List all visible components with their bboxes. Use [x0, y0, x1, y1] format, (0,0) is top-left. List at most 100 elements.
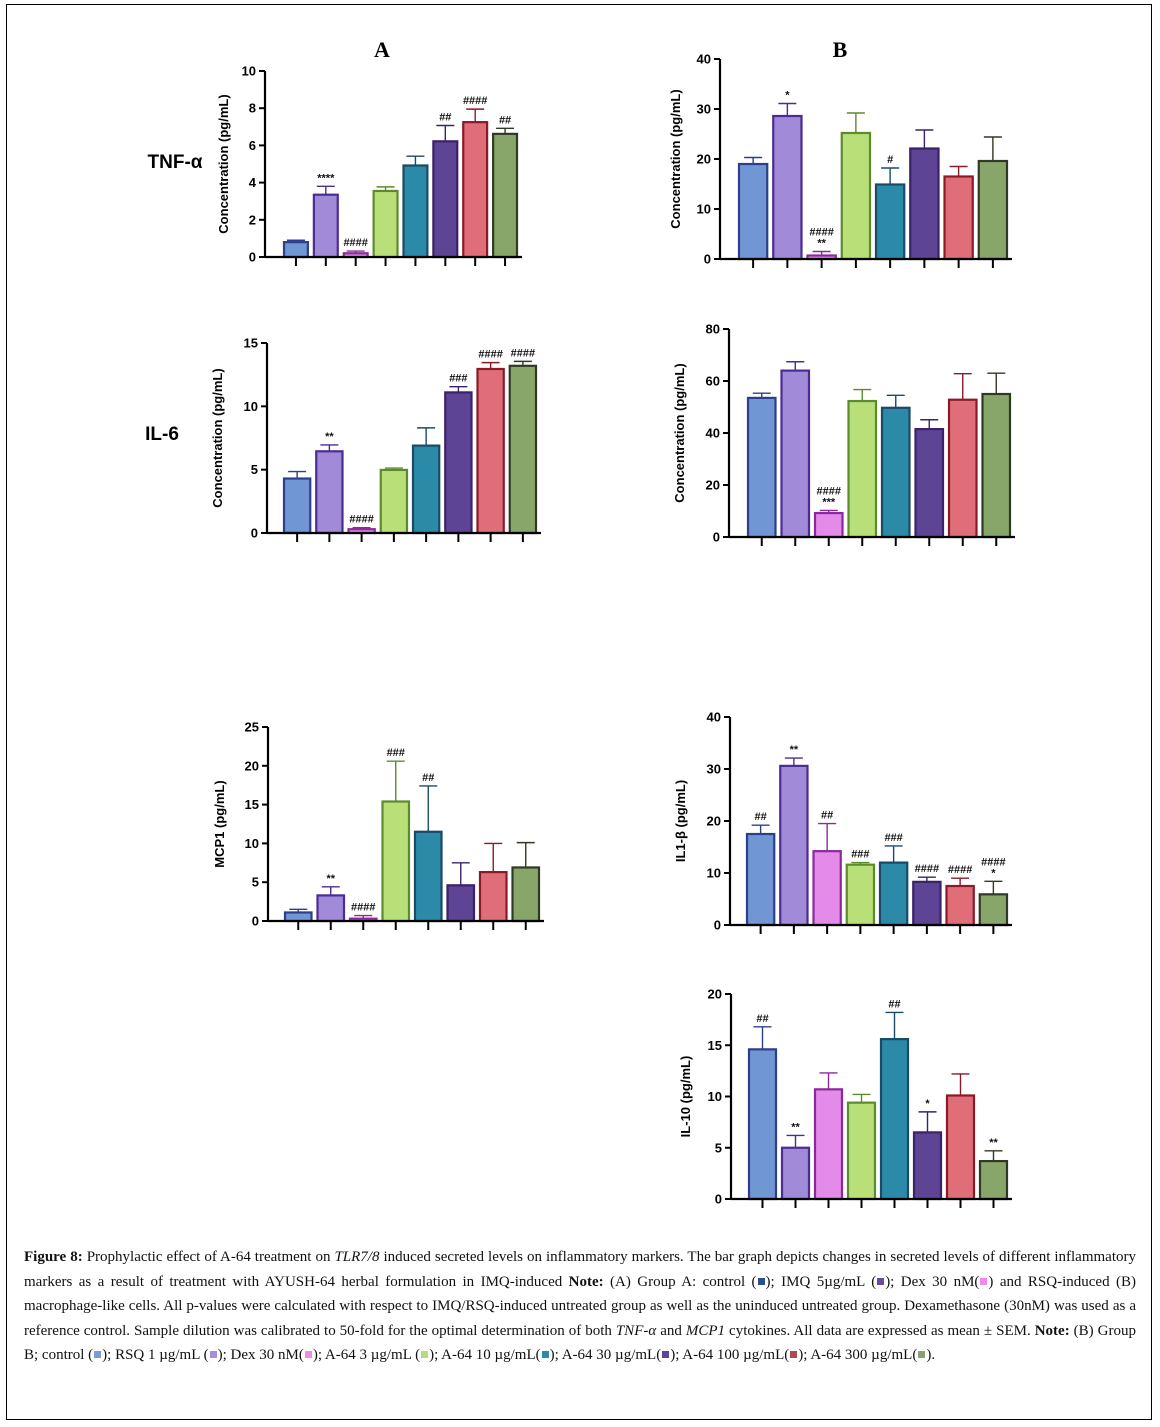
significance-label: ####: [817, 485, 841, 497]
significance-label: ####: [809, 227, 833, 239]
bar-2: [312, 193, 339, 259]
y-tick-label: 15: [245, 797, 259, 812]
significance-label: ##: [422, 772, 434, 784]
significance-label: ##: [499, 114, 511, 126]
y-tick-label: 20: [697, 152, 711, 167]
significance-label: ###: [449, 373, 467, 385]
bar-4: [845, 863, 876, 927]
y-axis-title: Concentration (pg/mL): [210, 368, 225, 507]
legend-swatch: [877, 1277, 885, 1285]
y-axis-title: IL1-β (pg/mL): [673, 780, 688, 862]
bar-8: [508, 364, 538, 535]
bar-5: [878, 861, 909, 927]
bar-2: [772, 114, 803, 261]
bar-4: [846, 1101, 877, 1201]
y-tick-label: 5: [252, 875, 259, 890]
bar-1: [745, 832, 776, 927]
y-tick-label: 25: [245, 720, 259, 735]
bar-8: [978, 1159, 1009, 1201]
bar-2: [316, 894, 346, 923]
figure-frame: [6, 4, 1152, 1420]
y-tick-label: 20: [707, 814, 721, 829]
bar-6: [446, 884, 476, 923]
bar-4: [847, 399, 878, 539]
bar-3: [813, 1088, 844, 1201]
y-axis-title: MCP1 (pg/mL): [212, 780, 227, 867]
y-tick-label: 0: [252, 914, 259, 929]
significance-label: **: [325, 431, 334, 443]
significance-label: **: [791, 1121, 800, 1133]
y-tick-label: 10: [242, 64, 256, 79]
chart-il6-groupB: ####*** 0 20 40 60 80 Concentration (pg/mL): [672, 322, 1015, 546]
bar-5: [411, 444, 441, 535]
legend-swatch: [662, 1351, 670, 1358]
y-tick-label: 0: [251, 526, 258, 541]
legend-swatch: [790, 1351, 798, 1358]
panel-letter-b: B: [833, 37, 848, 62]
y-tick-label: 0: [715, 1192, 722, 1207]
significance-label: *: [991, 867, 996, 879]
y-tick-label: 10: [697, 202, 711, 217]
y-axis-title: Concentration (pg/mL): [668, 89, 683, 228]
significance-label: ###: [387, 747, 405, 759]
significance-label: #: [887, 154, 893, 166]
significance-label: ##: [439, 111, 451, 123]
bar-7: [478, 871, 508, 923]
bar-1: [737, 162, 769, 261]
bar-3: [813, 511, 844, 539]
y-tick-label: 20: [708, 987, 722, 1002]
chart-il1b-groupB: ##**############ ########*010203040IL1-β …: [673, 710, 1012, 934]
y-tick-label: 80: [706, 322, 720, 337]
significance-label: *: [925, 1098, 930, 1110]
legend-swatch: [94, 1351, 102, 1358]
figure-charts: A B TNF-α IL-6 ****############0246810Co…: [145, 37, 1015, 1208]
legend-swatch: [209, 1351, 217, 1358]
bar-1: [282, 241, 309, 259]
significance-label: ####: [478, 349, 502, 361]
significance-label: ####: [463, 95, 487, 107]
significance-label: ##: [756, 1013, 768, 1025]
bar-6: [909, 147, 940, 261]
bar-3: [812, 850, 842, 927]
significance-label: ####: [351, 902, 375, 914]
bar-7: [947, 398, 978, 539]
legend-swatch: [980, 1277, 988, 1285]
row-label-il6: IL-6: [145, 424, 179, 445]
caption-label: Figure 8:: [24, 1249, 83, 1265]
y-tick-label: 30: [697, 102, 711, 117]
bar-8: [492, 132, 519, 259]
legend-swatch: [304, 1351, 312, 1358]
bar-2: [315, 450, 344, 535]
bar-8: [511, 866, 541, 923]
y-tick-label: 0: [714, 918, 721, 933]
y-tick-label: 40: [707, 710, 721, 725]
y-tick-label: 10: [707, 866, 721, 881]
bar-4: [372, 189, 399, 259]
y-axis-title: IL-10 (pg/mL): [678, 1056, 693, 1138]
y-tick-label: 4: [249, 175, 257, 190]
y-tick-label: 2: [249, 212, 256, 227]
bar-5: [413, 830, 443, 923]
bar-8: [981, 392, 1012, 539]
bar-7: [476, 367, 505, 535]
bar-7: [945, 884, 975, 927]
significance-label: ###: [851, 849, 869, 861]
bar-6: [444, 391, 473, 535]
significance-label: ####: [915, 863, 939, 875]
bar-6: [912, 1131, 943, 1201]
bar-5: [880, 406, 911, 539]
legend-swatch: [541, 1351, 549, 1358]
figure-caption: Figure 8: Prophylactic effect of A-64 tr…: [24, 1249, 1136, 1363]
y-tick-label: 10: [245, 836, 259, 851]
y-axis-title: Concentration (pg/mL): [216, 94, 231, 233]
significance-label: ##: [821, 810, 833, 822]
y-tick-label: 10: [708, 1089, 722, 1104]
panel-letter-a: A: [374, 37, 390, 62]
significance-label: ****: [317, 172, 335, 184]
bar-1: [747, 1048, 778, 1201]
bar-7: [462, 121, 489, 259]
y-tick-label: 5: [715, 1140, 722, 1155]
bar-1: [746, 396, 777, 539]
significance-label: ##: [755, 811, 767, 823]
